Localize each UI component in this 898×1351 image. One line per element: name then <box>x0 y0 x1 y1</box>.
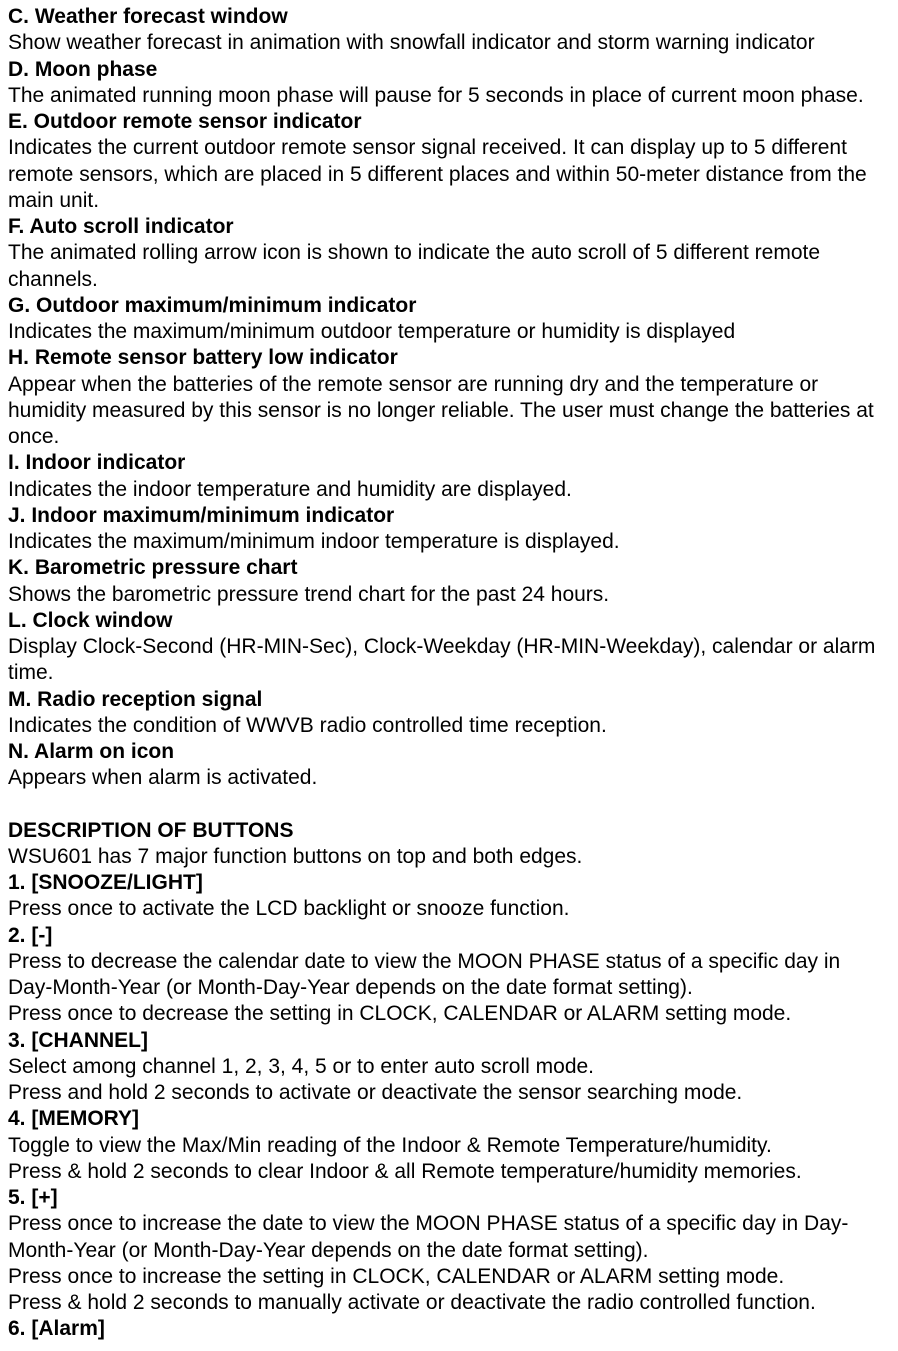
section-spacer <box>8 792 890 818</box>
item-label: E. Outdoor remote sensor indicator <box>8 109 890 135</box>
item-text: The animated running moon phase will pau… <box>8 83 890 109</box>
item-text: Indicates the maximum/minimum outdoor te… <box>8 319 890 345</box>
buttons-intro: WSU601 has 7 major function buttons on t… <box>8 844 890 870</box>
button-label: 2. [-] <box>8 923 890 949</box>
item-label: D. Moon phase <box>8 57 890 83</box>
item-label: N. Alarm on icon <box>8 739 890 765</box>
items-list: C. Weather forecast windowShow weather f… <box>8 4 890 792</box>
button-label: 5. [+] <box>8 1185 890 1211</box>
buttons-header: DESCRIPTION OF BUTTONS <box>8 818 890 844</box>
button-text-line: Select among channel 1, 2, 3, 4, 5 or to… <box>8 1054 890 1080</box>
button-label: 6. [Alarm] <box>8 1316 890 1342</box>
button-text-line: Press to decrease the calendar date to v… <box>8 949 890 1002</box>
button-text-line: Press once to decrease the setting in CL… <box>8 1001 890 1027</box>
item-label: I. Indoor indicator <box>8 450 890 476</box>
document-page: C. Weather forecast windowShow weather f… <box>0 0 898 1351</box>
button-label: 1. [SNOOZE/LIGHT] <box>8 870 890 896</box>
button-text-line: Toggle to view the Max/Min reading of th… <box>8 1133 890 1159</box>
item-label: L. Clock window <box>8 608 890 634</box>
button-text-line: Press once to increase the date to view … <box>8 1211 890 1264</box>
item-label: J. Indoor maximum/minimum indicator <box>8 503 890 529</box>
item-text: Shows the barometric pressure trend char… <box>8 582 890 608</box>
item-text: Indicates the maximum/minimum indoor tem… <box>8 529 890 555</box>
item-text: Indicates the condition of WWVB radio co… <box>8 713 890 739</box>
item-label: G. Outdoor maximum/minimum indicator <box>8 293 890 319</box>
button-text-line: Press once to increase the setting in CL… <box>8 1264 890 1290</box>
item-text: Indicates the indoor temperature and hum… <box>8 477 890 503</box>
item-text: Appear when the batteries of the remote … <box>8 372 890 451</box>
button-label: 3. [CHANNEL] <box>8 1028 890 1054</box>
item-text: The animated rolling arrow icon is shown… <box>8 240 890 293</box>
item-text: Show weather forecast in animation with … <box>8 30 890 56</box>
buttons-list: 1. [SNOOZE/LIGHT]Press once to activate … <box>8 870 890 1343</box>
item-label: C. Weather forecast window <box>8 4 890 30</box>
button-text-line: Press once to activate the LCD backlight… <box>8 896 890 922</box>
item-text: Appears when alarm is activated. <box>8 765 890 791</box>
item-label: H. Remote sensor battery low indicator <box>8 345 890 371</box>
item-label: M. Radio reception signal <box>8 687 890 713</box>
button-text-line: Press and hold 2 seconds to activate or … <box>8 1080 890 1106</box>
item-label: F. Auto scroll indicator <box>8 214 890 240</box>
item-label: K. Barometric pressure chart <box>8 555 890 581</box>
item-text: Indicates the current outdoor remote sen… <box>8 135 890 214</box>
item-text: Display Clock-Second (HR-MIN-Sec), Clock… <box>8 634 890 687</box>
button-label: 4. [MEMORY] <box>8 1106 890 1132</box>
button-text-line: Press & hold 2 seconds to manually activ… <box>8 1290 890 1316</box>
button-text-line: Press & hold 2 seconds to clear Indoor &… <box>8 1159 890 1185</box>
